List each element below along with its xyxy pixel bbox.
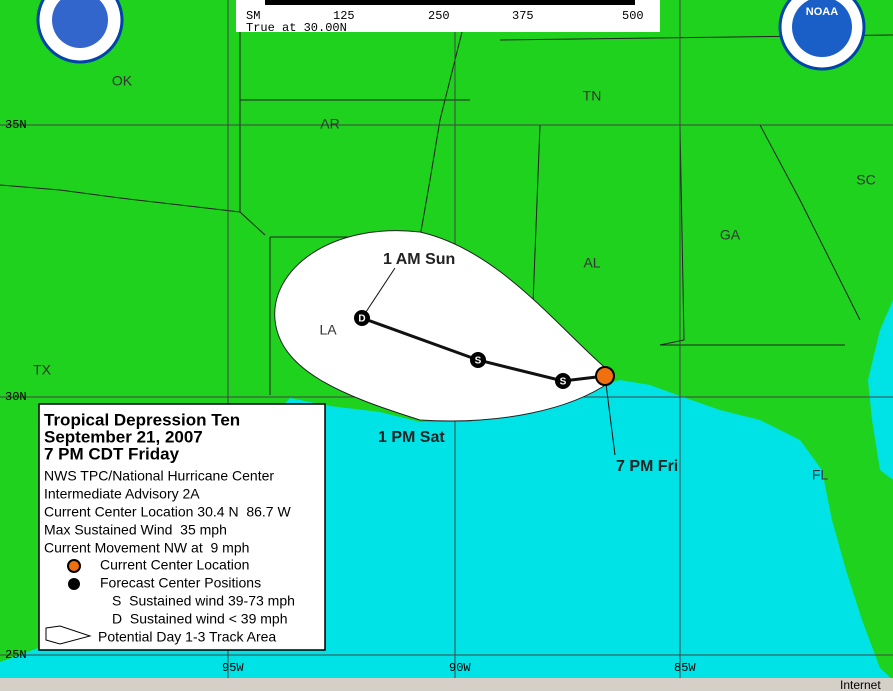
legend-current-icon — [67, 559, 81, 573]
state-label: AR — [320, 116, 339, 132]
scale-label: 125 — [333, 9, 355, 23]
legend-box — [38, 403, 326, 651]
lon-label: 90W — [449, 661, 471, 675]
scale-label: SM — [246, 9, 260, 23]
status-bar — [0, 678, 893, 691]
lat-label: 35N — [5, 118, 27, 132]
scale-label: 250 — [428, 9, 450, 23]
state-label: OK — [112, 73, 133, 89]
lat-label: 25N — [5, 648, 27, 662]
border — [659, 124, 845, 346]
legend-line: Current Center Location 30.4 N 86.7 W — [44, 504, 291, 520]
border — [0, 184, 266, 236]
lat-label: 30N — [5, 390, 27, 404]
legend-title: 7 PM CDT Friday — [44, 444, 180, 463]
forecast-track — [361, 316, 606, 383]
legend-line: NWS TPC/National Hurricane Center — [44, 468, 274, 484]
scale-note: True at 30.00N — [246, 21, 347, 35]
state-label: TX — [33, 362, 52, 378]
legend-cone-icon — [45, 625, 92, 645]
legend-title: Tropical Depression Ten — [44, 410, 240, 429]
label-leader — [361, 267, 396, 319]
legend-item: Current Center Location — [100, 557, 249, 573]
lon-label: 95W — [222, 661, 244, 675]
logo-text: NOAA — [806, 6, 838, 18]
state-label: TN — [583, 88, 602, 104]
scale-label: 375 — [512, 9, 534, 23]
border — [759, 124, 861, 321]
legend-forecast-icon — [68, 578, 80, 590]
position-marker: S — [475, 356, 482, 367]
legend-line: Intermediate Advisory 2A — [44, 486, 200, 502]
legend-line: Max Sustained Wind 35 mph — [44, 522, 227, 538]
nws-logo-inner — [52, 0, 108, 48]
label-leader — [604, 375, 616, 456]
status-zone: Internet — [840, 678, 881, 691]
atlantic-water — [868, 300, 893, 480]
noaa-logo-inner — [792, 0, 852, 57]
current-center — [595, 366, 615, 386]
state-label: GA — [720, 227, 741, 243]
scale-bar — [236, 0, 660, 32]
track-label: 1 AM Sun — [383, 251, 455, 268]
legend-line: Current Movement NW at 9 mph — [44, 540, 249, 556]
forecast-position — [555, 373, 571, 389]
state-label: LA — [319, 322, 337, 338]
legend-item: S Sustained wind 39-73 mph — [112, 593, 295, 609]
forecast-position — [470, 352, 486, 368]
state-label: FL — [812, 467, 829, 483]
legend-item: Potential Day 1-3 Track Area — [98, 629, 276, 645]
position-marker: S — [560, 377, 567, 388]
lon-label: 85W — [674, 661, 696, 675]
state-label: AL — [583, 255, 600, 271]
position-marker: D — [358, 314, 365, 325]
legend-item: D Sustained wind < 39 mph — [112, 611, 288, 627]
forecast-position — [354, 310, 370, 326]
scale-bar-fill — [265, 0, 635, 5]
scale-label: 500 — [622, 9, 644, 23]
legend-item: Forecast Center Positions — [100, 575, 261, 591]
track-label: 7 PM Fri — [616, 458, 678, 475]
track-label: 1 PM Sat — [378, 429, 445, 446]
state-label: SC — [856, 172, 875, 188]
legend-title: September 21, 2007 — [44, 427, 203, 446]
